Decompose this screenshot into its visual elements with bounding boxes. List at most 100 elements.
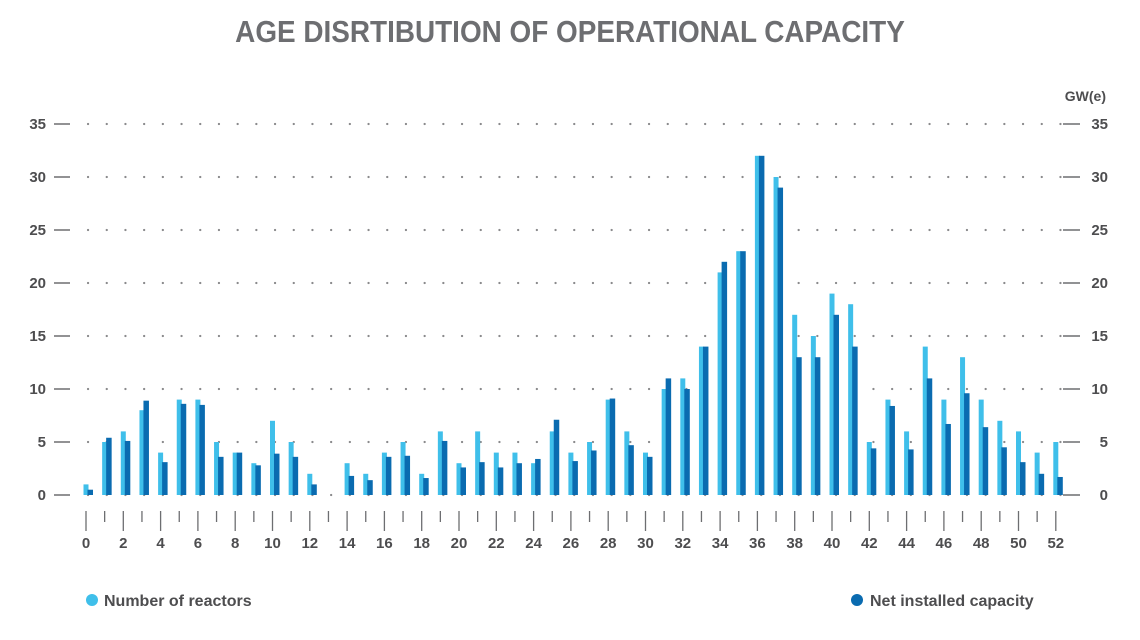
bar-capacity-age-39 [814, 357, 821, 495]
bar-capacity-age-36 [758, 155, 765, 496]
legend-swatch-reactors [86, 594, 98, 606]
bar-capacity-age-44 [908, 449, 914, 495]
bar-reactors-age-16 [381, 452, 387, 495]
bar-capacity-age-6 [199, 404, 205, 495]
bar-reactors-age-9 [251, 463, 257, 495]
bar-reactors-age-5 [176, 399, 182, 495]
x-tick-label: 14 [339, 535, 356, 552]
bar-reactors-age-28 [605, 399, 611, 495]
bar-capacity-age-30 [647, 456, 653, 495]
bar-capacity-age-43 [889, 405, 895, 495]
x-tick-label: 0 [82, 535, 90, 552]
bar-capacity-age-45 [926, 378, 933, 495]
bar-capacity-age-37 [777, 187, 784, 495]
bar-capacity-age-24 [535, 458, 541, 495]
bar-reactors-age-10 [270, 420, 275, 495]
bar-reactors-age-44 [904, 431, 910, 495]
bar-reactors-age-38 [792, 314, 798, 495]
bar-capacity-age-33 [702, 346, 709, 495]
bar-reactors-age-36 [754, 155, 760, 496]
bar-capacity-age-2 [124, 440, 131, 495]
bar-reactors-age-46 [941, 399, 947, 495]
y2-unit-label: GW(e) [1065, 88, 1106, 104]
bar-capacity-age-31 [665, 378, 672, 495]
bar-capacity-age-29 [628, 445, 634, 495]
x-tick-label: 12 [301, 535, 318, 552]
bar-capacity-age-3 [143, 400, 149, 495]
bar-reactors-age-49 [997, 420, 1003, 495]
x-tick-label: 20 [451, 535, 468, 552]
bar-reactors-age-15 [363, 473, 369, 495]
bar-capacity-age-28 [609, 398, 616, 495]
y-tick-label-left: 25 [29, 222, 46, 239]
x-tick-label: 38 [786, 535, 803, 552]
bar-capacity-age-26 [572, 461, 578, 495]
bar-reactors-age-0 [83, 484, 89, 495]
bar-reactors-age-3 [139, 410, 145, 495]
legend-swatch-capacity [851, 594, 863, 606]
bar-capacity-age-48 [982, 427, 989, 495]
bar-reactors-age-4 [158, 452, 164, 495]
bar-reactors-age-39 [810, 336, 816, 495]
bar-capacity-age-9 [255, 465, 261, 495]
y-axis-left: 0 5 10 15 20 25 30 35 [29, 116, 70, 504]
bar-reactors-age-17 [400, 442, 406, 495]
bar-reactors-age-7 [214, 442, 220, 495]
y-tick-label-right: 30 [1091, 169, 1108, 186]
x-axis: 0 2 4 6 8 10 12 14 16 18 20 22 24 26 28 30 32 34 36 38 40 42 4… [82, 511, 1064, 552]
bar-reactors-age-8 [232, 452, 238, 495]
bar-reactors-age-48 [978, 399, 984, 495]
bar-reactors-age-24 [531, 463, 537, 495]
x-tick-label: 8 [231, 535, 239, 552]
bar-reactors-age-35 [736, 251, 742, 495]
x-tick-label: 16 [376, 535, 393, 552]
bar-reactors-age-29 [624, 431, 630, 495]
x-tick-label: 24 [525, 535, 542, 552]
bar-reactors-age-40 [829, 293, 835, 495]
y-axis-right: 0 5 10 15 20 25 30 35 [1063, 116, 1108, 504]
bar-reactors-age-51 [1034, 452, 1040, 495]
x-tick-label: 30 [637, 535, 654, 552]
legend-label-capacity: Net installed capacity [870, 593, 1034, 610]
x-tick-label: 10 [264, 535, 281, 552]
legend-label-reactors: Number of reactors [104, 593, 252, 610]
bar-reactors-age-52 [1053, 442, 1059, 495]
bar-capacity-age-42 [870, 448, 877, 495]
bar-capacity-age-5 [180, 403, 187, 495]
x-tick-label: 36 [749, 535, 766, 552]
bar-capacity-age-41 [852, 346, 858, 495]
x-tick-label: 28 [600, 535, 617, 552]
bar-capacity-age-1 [106, 437, 112, 495]
bar-reactors-age-27 [587, 442, 593, 495]
bar-capacity-age-21 [479, 462, 485, 495]
bar-reactors-age-50 [1016, 431, 1021, 495]
bar-capacity-age-4 [162, 462, 168, 495]
bar-reactors-age-23 [512, 452, 518, 495]
y-tick-label-left: 20 [29, 275, 46, 292]
bar-reactors-age-26 [568, 452, 574, 495]
x-tick-label: 50 [1010, 535, 1027, 552]
bar-reactors-age-19 [437, 431, 443, 495]
bar-reactors-age-47 [960, 357, 966, 495]
bar-capacity-age-51 [1038, 473, 1045, 495]
bar-capacity-age-12 [311, 484, 317, 495]
bar-capacity-age-34 [721, 261, 728, 495]
bar-capacity-age-47 [964, 393, 970, 495]
x-tick-label: 32 [674, 535, 691, 552]
bar-capacity-age-18 [423, 478, 429, 495]
bar-reactors-age-42 [866, 442, 872, 495]
bar-capacity-age-46 [945, 423, 951, 495]
bar-reactors-age-45 [922, 346, 928, 495]
bar-capacity-age-35 [740, 251, 746, 495]
bar-capacity-age-38 [796, 357, 802, 495]
bar-reactors-age-18 [419, 473, 425, 495]
bar-reactors-age-31 [661, 389, 667, 495]
bar-reactors-age-41 [848, 304, 854, 495]
grid-lines [86, 122, 1064, 497]
bar-reactors-age-43 [885, 399, 891, 495]
bar-capacity-age-22 [497, 467, 504, 495]
bar-capacity-age-14 [348, 475, 355, 495]
bar-capacity-age-10 [274, 453, 280, 495]
y-tick-label-right: 5 [1100, 434, 1108, 451]
